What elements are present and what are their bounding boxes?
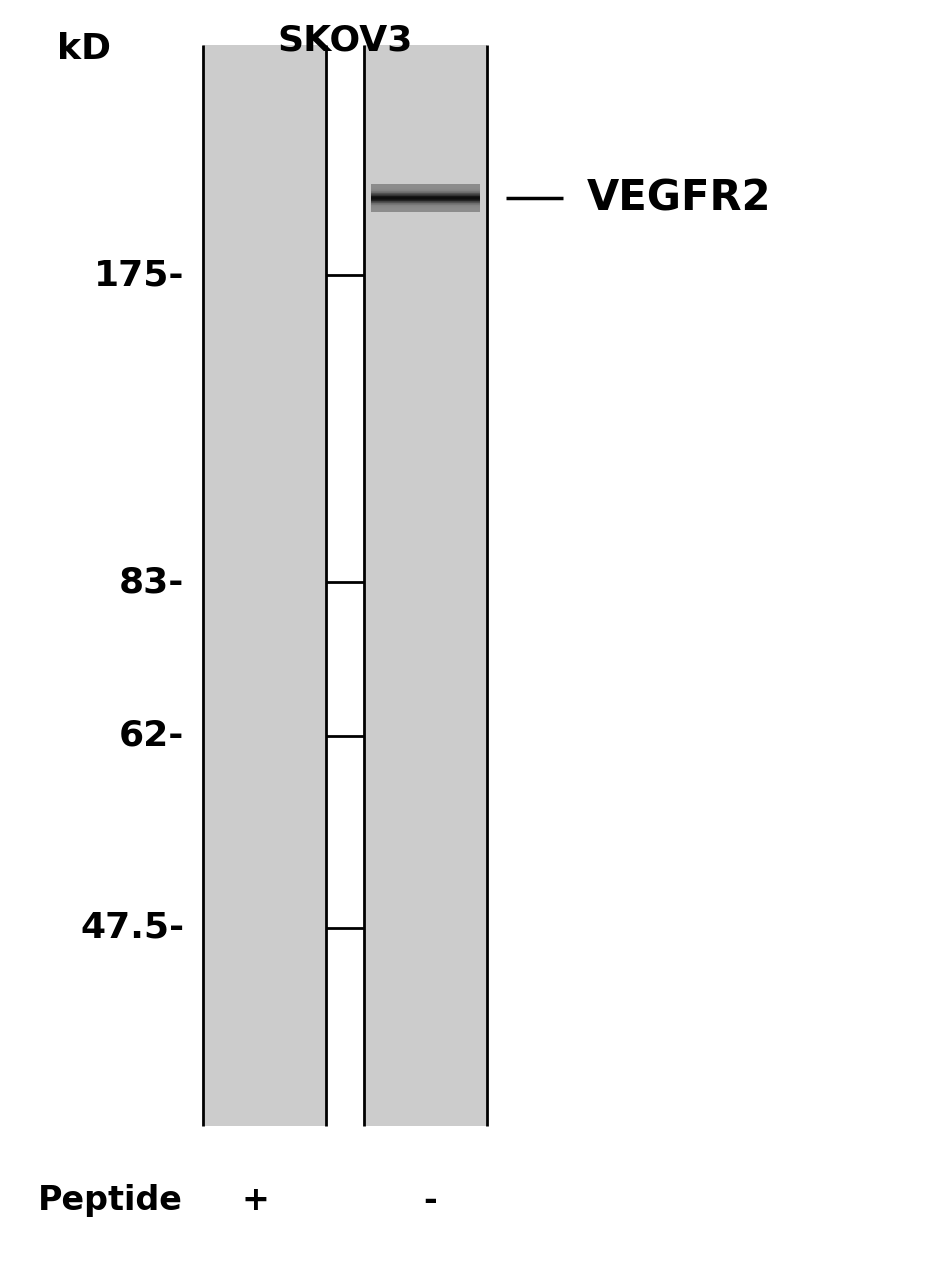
Text: Peptide: Peptide — [38, 1184, 183, 1217]
Text: kD: kD — [57, 32, 111, 67]
Text: 175-: 175- — [94, 259, 184, 292]
Text: -: - — [424, 1184, 437, 1217]
Text: 83-: 83- — [119, 566, 184, 599]
Bar — [364, 45, 487, 1126]
Text: +: + — [241, 1184, 270, 1217]
Text: VEGFR2: VEGFR2 — [587, 178, 771, 219]
Text: 62-: 62- — [119, 719, 184, 753]
Text: SKOV3: SKOV3 — [277, 23, 413, 58]
Text: 47.5-: 47.5- — [80, 911, 184, 945]
Bar — [203, 45, 326, 1126]
